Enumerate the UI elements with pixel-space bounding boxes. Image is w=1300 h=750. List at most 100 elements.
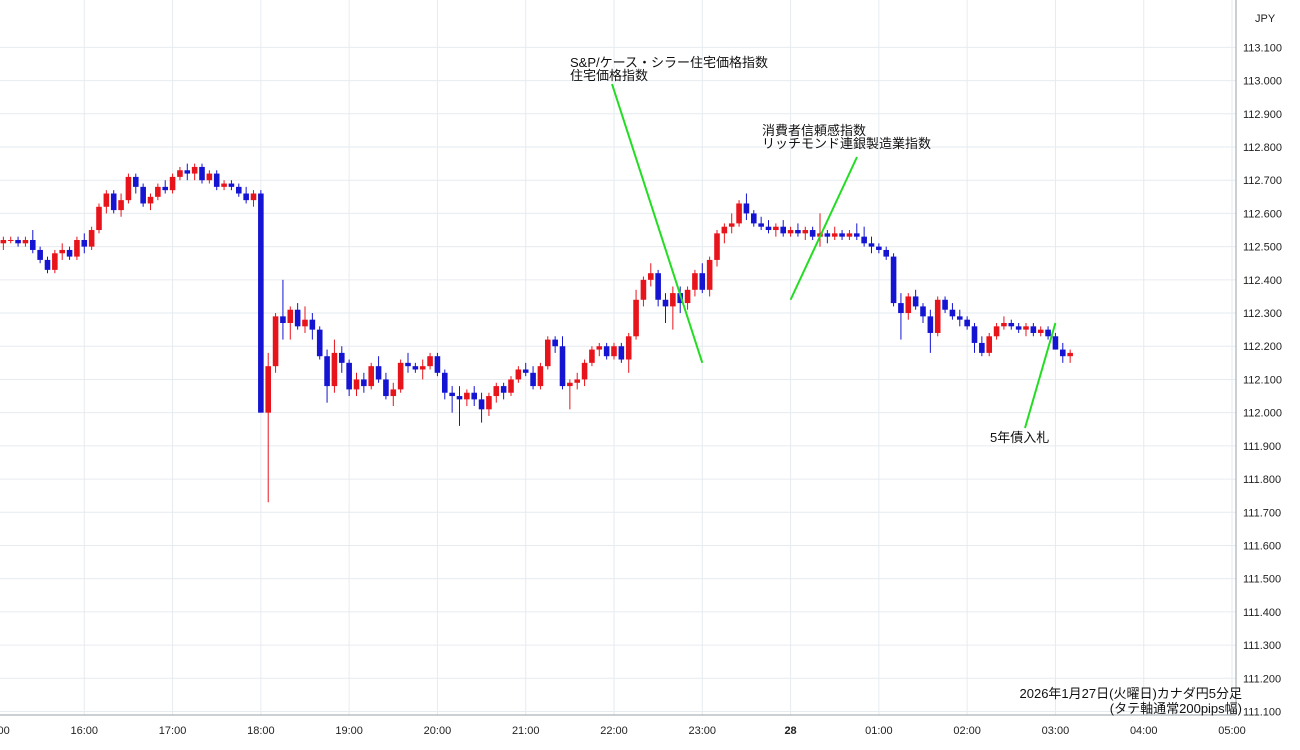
candle-body bbox=[397, 362, 404, 390]
down-candle bbox=[743, 193, 750, 221]
up-candle bbox=[464, 389, 470, 407]
up-candle bbox=[52, 249, 58, 274]
annotation-text: S&P/ケース・シラー住宅価格指数 bbox=[570, 55, 768, 70]
candle-body bbox=[596, 346, 603, 350]
up-candle bbox=[250, 190, 257, 207]
down-candle bbox=[883, 246, 890, 260]
up-candle bbox=[125, 173, 132, 204]
candle-body bbox=[876, 246, 882, 250]
up-candle bbox=[302, 306, 308, 333]
up-candle bbox=[74, 236, 80, 260]
candle-body bbox=[920, 306, 926, 317]
x-tick-label: 01:00 bbox=[865, 725, 893, 737]
up-candle bbox=[706, 256, 713, 297]
up-candle bbox=[221, 180, 227, 191]
x-tick-label: 15:00 bbox=[0, 725, 10, 737]
candle-body bbox=[979, 342, 985, 353]
y-tick-label: 112.600 bbox=[1243, 208, 1282, 220]
down-candle bbox=[750, 210, 757, 227]
candle-body bbox=[589, 349, 595, 363]
candle-body bbox=[265, 366, 272, 413]
y-tick-label: 112.400 bbox=[1243, 275, 1282, 287]
candle-body bbox=[670, 293, 676, 307]
y-tick-label: 113.000 bbox=[1243, 76, 1282, 88]
down-candle bbox=[110, 190, 117, 214]
down-candle bbox=[361, 372, 367, 393]
down-candle bbox=[184, 163, 191, 181]
candle-body bbox=[898, 303, 904, 314]
candle-body bbox=[500, 386, 507, 393]
candle-body bbox=[1052, 336, 1059, 350]
candle-body bbox=[294, 309, 301, 327]
down-candle bbox=[132, 173, 139, 194]
x-tick-label: 16:00 bbox=[71, 725, 99, 737]
down-candle bbox=[405, 352, 411, 373]
candle-body bbox=[66, 249, 73, 257]
up-candle bbox=[118, 193, 124, 217]
candle-body bbox=[29, 239, 36, 250]
candle-body bbox=[1001, 323, 1007, 327]
down-candle bbox=[876, 243, 882, 254]
x-tick-label: 21:00 bbox=[512, 725, 540, 737]
up-candle bbox=[589, 346, 595, 367]
candle-body bbox=[603, 346, 610, 357]
candle-body bbox=[912, 296, 919, 307]
candle-body bbox=[221, 183, 227, 187]
candle-body bbox=[750, 213, 757, 224]
down-candle bbox=[1030, 323, 1037, 337]
candle-body bbox=[1045, 329, 1051, 337]
up-candle bbox=[736, 200, 742, 227]
down-candle bbox=[853, 223, 860, 240]
candle-body bbox=[699, 273, 706, 290]
down-candle bbox=[81, 233, 88, 254]
annotation-leader-line bbox=[789, 156, 858, 301]
y-tick-label: 111.600 bbox=[1243, 540, 1281, 552]
candle-body bbox=[552, 339, 558, 347]
down-candle bbox=[824, 230, 831, 244]
down-candle bbox=[839, 230, 845, 240]
up-candle bbox=[1001, 316, 1007, 330]
y-tick-label: 112.300 bbox=[1243, 308, 1282, 320]
candle-body bbox=[853, 233, 860, 237]
down-candle bbox=[795, 223, 801, 237]
down-candle bbox=[979, 336, 985, 357]
candle-body bbox=[890, 256, 897, 304]
down-candle bbox=[140, 183, 146, 207]
candle-body bbox=[1008, 323, 1015, 327]
down-candle bbox=[956, 309, 963, 327]
up-candle bbox=[537, 362, 544, 390]
candle-body bbox=[81, 239, 88, 247]
candle-body bbox=[780, 226, 787, 234]
candle-body bbox=[692, 273, 698, 290]
y-tick-label: 111.500 bbox=[1243, 574, 1281, 586]
up-candle bbox=[169, 173, 176, 194]
candle-body bbox=[88, 230, 95, 247]
down-candle bbox=[949, 303, 956, 320]
down-candle bbox=[522, 362, 529, 377]
candle-body bbox=[537, 366, 544, 387]
x-tick-label: 18:00 bbox=[247, 725, 275, 737]
down-candle bbox=[66, 246, 73, 260]
candle-body bbox=[809, 230, 816, 237]
up-candle bbox=[265, 352, 272, 503]
candle-body bbox=[324, 356, 330, 387]
candle-body bbox=[140, 186, 146, 204]
annotation-text: 消費者信頼感指数 bbox=[762, 123, 866, 138]
candle-body bbox=[714, 233, 720, 260]
down-candle bbox=[942, 296, 948, 314]
candle-body bbox=[544, 339, 551, 367]
down-candle bbox=[456, 386, 463, 426]
down-candle bbox=[861, 226, 867, 247]
candle-body bbox=[530, 372, 536, 387]
down-candle bbox=[1015, 323, 1022, 333]
down-candle bbox=[309, 313, 316, 340]
down-candle bbox=[927, 309, 934, 353]
down-candle bbox=[809, 226, 816, 240]
candle-body bbox=[243, 193, 249, 201]
candle-body bbox=[640, 279, 647, 300]
down-candle bbox=[920, 303, 926, 324]
up-candle bbox=[934, 296, 941, 337]
candle-body bbox=[59, 249, 66, 254]
